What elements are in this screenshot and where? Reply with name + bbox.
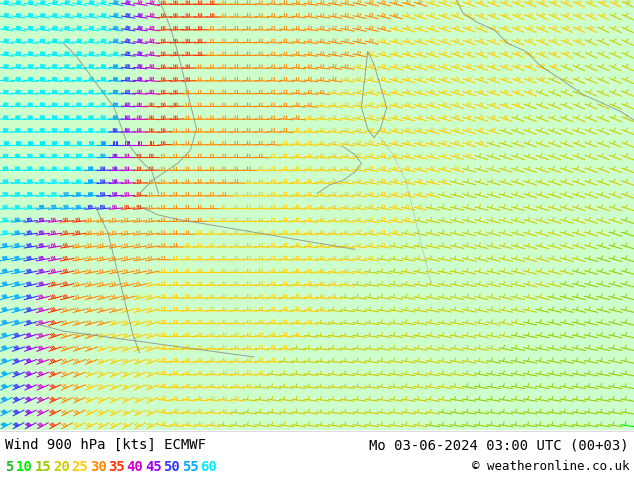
Text: 60: 60: [200, 460, 217, 474]
Text: Mo 03-06-2024 03:00 UTC (00+03): Mo 03-06-2024 03:00 UTC (00+03): [370, 438, 629, 452]
Text: 10: 10: [16, 460, 33, 474]
Text: 30: 30: [90, 460, 107, 474]
Text: 5: 5: [5, 460, 13, 474]
Text: 20: 20: [53, 460, 70, 474]
Text: 15: 15: [35, 460, 51, 474]
Text: 40: 40: [127, 460, 143, 474]
Text: Wind 900 hPa [kts] ECMWF: Wind 900 hPa [kts] ECMWF: [5, 438, 206, 452]
Text: 45: 45: [145, 460, 162, 474]
Text: 50: 50: [164, 460, 180, 474]
Text: 35: 35: [108, 460, 125, 474]
Text: 55: 55: [182, 460, 198, 474]
Text: © weatheronline.co.uk: © weatheronline.co.uk: [472, 460, 629, 473]
Text: 25: 25: [72, 460, 88, 474]
